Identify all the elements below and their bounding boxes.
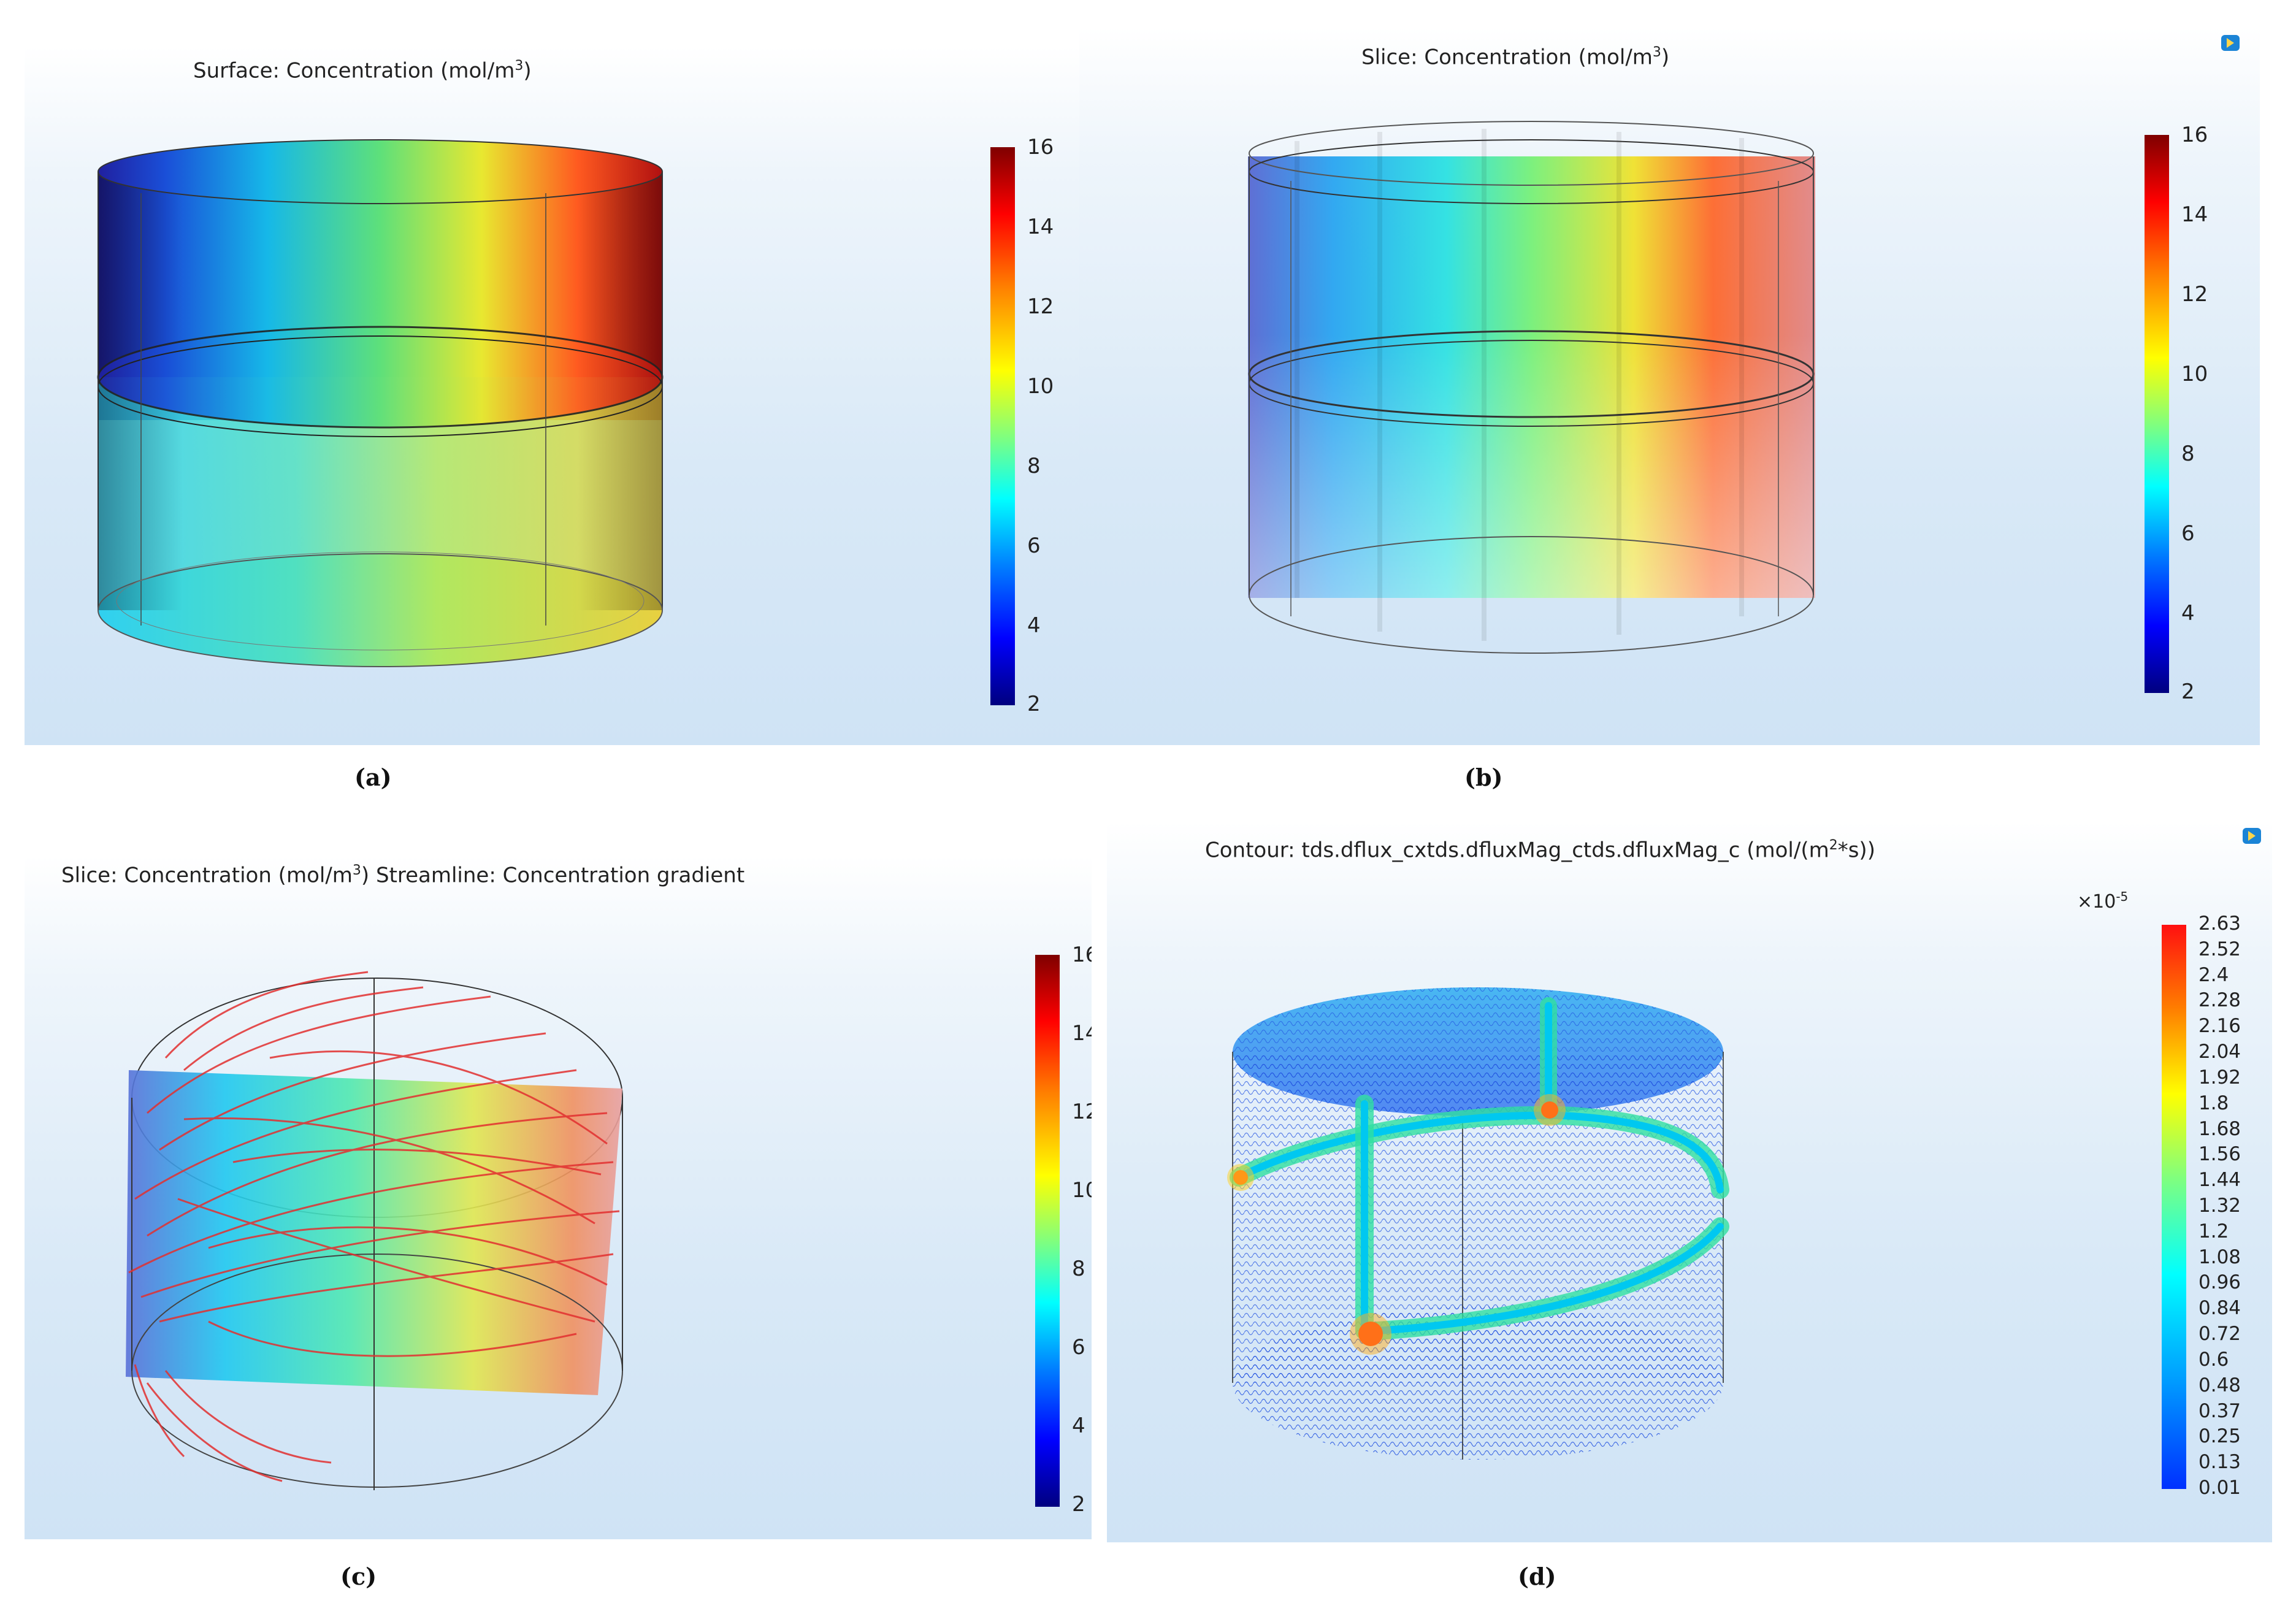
colorbar-d-tick: 0.84 (2198, 1297, 2241, 1320)
colorbar-c-tick: 4 (1072, 1414, 1085, 1438)
colorbar-b-tick: 4 (2181, 601, 2195, 626)
colorbar-a-tick: 12 (1027, 294, 1054, 319)
colorbar-a-tick: 16 (1027, 135, 1054, 159)
colorbar-a-tick: 2 (1027, 692, 1041, 716)
colorbar-d-tick: 0.37 (2198, 1399, 2241, 1422)
colorbar-d-tick: 1.92 (2198, 1066, 2241, 1089)
colorbar-d-tick: 2.4 (2198, 963, 2229, 986)
panel-b-title: Slice: Concentration (mol/m3) (1361, 45, 1670, 70)
panel-d-title: Contour: tds.dflux_cxtds.dfluxMag_ctds.d… (1205, 838, 1875, 863)
cylinder-contour-d (1227, 987, 1729, 1460)
cylinder-surface-a (97, 139, 664, 667)
colorbar-c-tick: 12 (1072, 1100, 1092, 1124)
panel-c-title: Slice: Concentration (mol/m3) Streamline… (61, 863, 745, 888)
caption-d: (d) (1518, 1563, 1556, 1590)
colorbar-c (1035, 955, 1060, 1507)
colorbar-d-tick: 0.01 (2198, 1477, 2241, 1499)
streamlines (128, 971, 620, 1482)
colorbar-d (2162, 925, 2186, 1489)
panel-b: Slice: Concentration (mol/m3) 16 14 12 1… (1079, 28, 2260, 745)
caption-b: (b) (1464, 764, 1503, 791)
colorbar-c-tick: 10 (1072, 1178, 1092, 1203)
colorbar-a-tick: 14 (1027, 215, 1054, 239)
colorbar-d-tick: 1.68 (2198, 1117, 2241, 1140)
colorbar-d-tick: 2.16 (2198, 1015, 2241, 1038)
colorbar-d-tick: 0.6 (2198, 1348, 2229, 1371)
panel-d: Contour: tds.dflux_cxtds.dfluxMag_ctds.d… (1107, 822, 2272, 1542)
colorbar-d-scale: ×10-5 (2077, 889, 2129, 913)
colorbar-a (990, 147, 1015, 705)
colorbar-a-tick: 10 (1027, 374, 1054, 399)
colorbar-d-tick: 2.04 (2198, 1041, 2241, 1063)
colorbar-d-tick: 1.32 (2198, 1195, 2241, 1217)
colorbar-a-tick: 4 (1027, 613, 1041, 638)
colorbar-b-tick: 6 (2181, 521, 2195, 546)
colorbar-d-tick: 0.13 (2198, 1451, 2241, 1474)
caption-c: (c) (340, 1563, 377, 1590)
colorbar-d-tick: 2.63 (2198, 913, 2241, 935)
colorbar-b-tick: 12 (2181, 282, 2208, 307)
colorbar-d-tick: 2.52 (2198, 938, 2241, 960)
colorbar-d-tick: 0.25 (2198, 1425, 2241, 1448)
colorbar-b-tick: 2 (2181, 679, 2195, 704)
panel-a-title: Surface: Concentration (mol/m3) (193, 58, 532, 83)
app-logo-icon (2243, 828, 2261, 844)
colorbar-d-tick: 2.28 (2198, 989, 2241, 1012)
colorbar-c-tick: 6 (1072, 1335, 1085, 1360)
app-logo-icon (2221, 35, 2240, 51)
colorbar-d-tick: 0.72 (2198, 1323, 2241, 1345)
colorbar-d-tick: 1.2 (2198, 1220, 2229, 1242)
colorbar-b (2145, 135, 2169, 693)
panel-a: Surface: Concentration (mol/m3) (25, 46, 1092, 745)
colorbar-c-tick: 14 (1072, 1021, 1092, 1046)
colorbar-b-tick: 8 (2181, 442, 2195, 466)
colorbar-a-tick: 8 (1027, 454, 1041, 478)
colorbar-d-tick: 0.96 (2198, 1271, 2241, 1294)
cylinder-streamlines-c (126, 971, 623, 1490)
colorbar-d-tick: 1.08 (2198, 1246, 2241, 1268)
colorbar-a-tick: 6 (1027, 534, 1041, 558)
cylinder-slices-b (1248, 121, 1815, 654)
colorbar-c-tick: 8 (1072, 1257, 1085, 1281)
colorbar-c-tick: 2 (1072, 1492, 1085, 1517)
colorbar-b-tick: 16 (2181, 123, 2208, 147)
caption-a: (a) (354, 764, 392, 791)
colorbar-c-tick: 16 (1072, 943, 1092, 967)
colorbar-b-tick: 14 (2181, 202, 2208, 227)
panel-c: Slice: Concentration (mol/m3) Streamline… (25, 855, 1092, 1539)
colorbar-b-tick: 10 (2181, 362, 2208, 386)
colorbar-d-tick: 1.44 (2198, 1169, 2241, 1192)
colorbar-d-tick: 0.48 (2198, 1374, 2241, 1396)
colorbar-d-tick: 1.56 (2198, 1143, 2241, 1166)
colorbar-d-tick: 1.8 (2198, 1092, 2229, 1114)
